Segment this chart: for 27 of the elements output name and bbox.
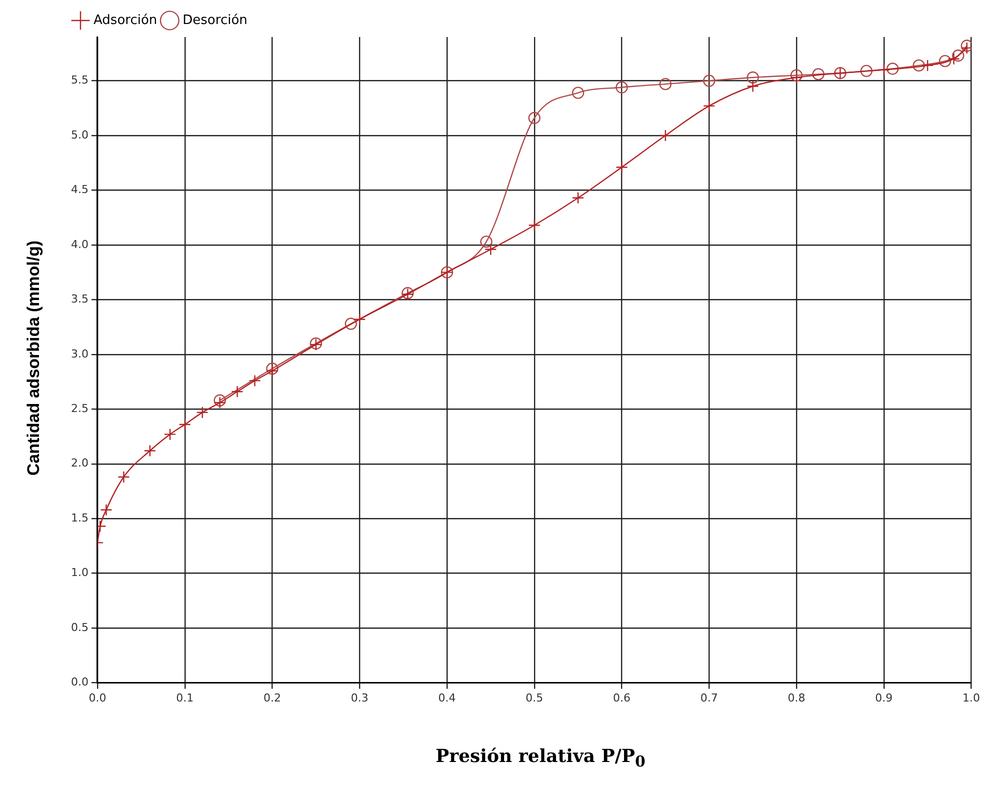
x-tick-label: 0.7 [700, 691, 718, 704]
y-tick-label: 2.5 [70, 402, 88, 416]
x-tick-label: 0.8 [788, 691, 806, 704]
x-tick-label: 0.5 [526, 691, 544, 704]
x-tick-label: 0.2 [263, 691, 281, 704]
y-tick-label: 3.0 [70, 347, 88, 360]
x-tick-label: 0.4 [438, 691, 456, 704]
y-tick-label: 4.5 [70, 183, 88, 196]
y-tick-label: 1.5 [70, 511, 88, 524]
y-tick-label: 0.5 [70, 620, 88, 634]
x-tick-label: 1.0 [962, 691, 980, 704]
y-tick-label: 4.0 [70, 238, 88, 251]
legend-label: Adsorción [94, 12, 158, 28]
y-tick-label: 3.5 [70, 292, 88, 306]
y-axis-title: Cantidad adsorbida (mmol/g) [24, 240, 44, 476]
x-tick-label: 0.0 [88, 691, 106, 704]
y-tick-label: 5.0 [70, 128, 88, 142]
y-tick-label: 0.0 [70, 676, 88, 689]
x-axis-title: Presión relativa P/P$_{0}$ [434, 746, 646, 771]
legend-label: Desorción [182, 12, 248, 28]
x-tick-label: 0.9 [875, 691, 893, 704]
x-tick-label: 0.6 [613, 691, 630, 704]
x-tick-label: 0.3 [350, 691, 368, 704]
x-tick-label: 0.1 [176, 691, 194, 704]
y-tick-label: 1.0 [70, 566, 88, 580]
y-tick-label: 2.0 [70, 456, 88, 470]
y-tick-label: 5.5 [70, 74, 88, 87]
